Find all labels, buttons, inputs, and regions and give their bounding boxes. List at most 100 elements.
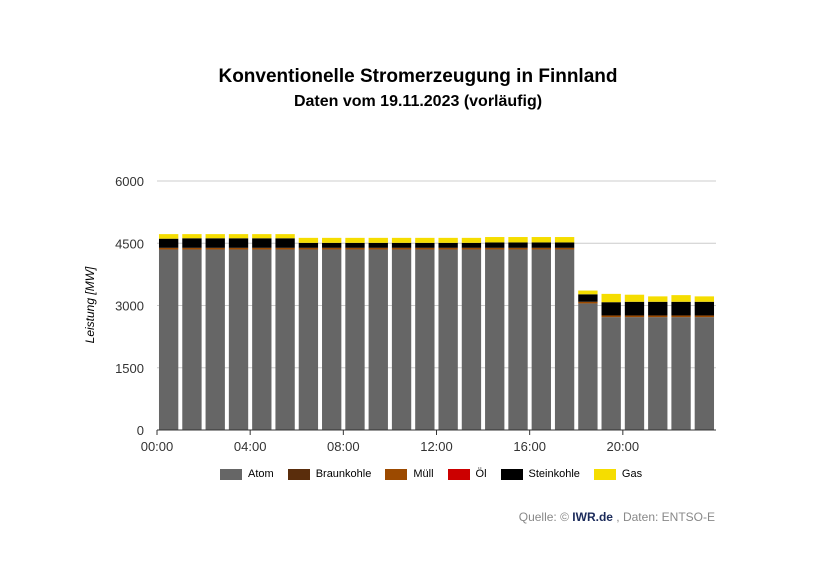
bar-segment-atom [485,249,505,430]
bar-segment-müll [252,247,272,250]
bar-segment-atom [671,317,691,430]
bar-segment-müll [485,247,505,250]
legend-swatch [500,468,523,480]
bar-segment-gas [438,237,458,243]
source-note: Quelle: © IWR.de , Daten: ENTSO-E [519,510,715,524]
legend: Atom Braunkohle Müll Öl Steinkohle Gas [220,468,656,480]
chart-title: Konventionelle Stromerzeugung in Finnlan… [218,66,618,87]
bar-segment-atom [624,317,645,430]
bar-segment-steinkohle [391,242,412,248]
bar-segment-atom [298,249,319,430]
bar-segment-müll [601,315,621,318]
bar-segment-müll [298,247,319,250]
x-tick-label: 12:00 [420,439,453,454]
legend-swatch [593,468,616,480]
bar-segment-steinkohle [648,301,668,316]
bar-segment-gas [368,237,388,243]
legend-item-gas[interactable]: Gas [593,468,642,480]
bar-segment-atom [205,249,225,430]
bar-segment-gas [601,293,621,303]
bar-segment-gas [648,296,668,302]
legend-label: Öl [475,468,487,480]
bar-segment-atom [554,249,575,430]
bar-segment-atom [228,249,249,430]
bar-segment-steinkohle [531,242,551,248]
bar-segment-steinkohle [368,242,388,248]
bar-segment-atom [182,249,202,430]
bar-segment-gas [345,237,365,243]
bar-segment-gas [554,237,575,243]
bar-segment-steinkohle [508,242,528,248]
bar-segment-müll [391,247,412,250]
legend-item-steinkohle[interactable]: Steinkohle [500,468,580,480]
legend-swatch [287,468,310,480]
bar-segment-gas [671,295,691,302]
bar-segment-steinkohle [694,301,715,316]
bar-segment-steinkohle [275,238,295,248]
bar-segment-steinkohle [578,294,598,302]
bar-segment-steinkohle [554,242,575,248]
bar-segment-atom [531,249,551,430]
source-brand-link[interactable]: IWR.de [572,510,613,524]
source-suffix: , Daten: ENTSO-E [616,510,715,524]
bar-segment-müll [578,301,598,304]
bar-segment-müll [228,247,249,250]
bar-segment-atom [438,249,458,430]
legend-swatch [385,468,408,480]
source-prefix: Quelle: © [518,510,569,524]
bar-segment-steinkohle [601,302,621,316]
bar-segment-gas [228,234,249,239]
bar-segment-atom [322,249,342,430]
legend-swatch [447,468,470,480]
legend-item-müll[interactable]: Müll [385,468,434,480]
bar-segment-müll [624,315,645,318]
bar-segment-müll [671,315,691,318]
bar-segment-müll [461,247,482,250]
bar-segment-gas [694,296,715,302]
legend-item-braunkohle[interactable]: Braunkohle [287,468,371,480]
bar-segment-steinkohle [461,242,482,248]
y-tick-label: 6000 [115,174,144,189]
bar-segment-steinkohle [438,242,458,248]
grid-lines [157,180,716,369]
bar-segment-steinkohle [298,242,319,248]
bar-segment-atom [158,249,179,430]
bar-segment-müll [275,247,295,250]
bar-segment-gas [531,237,551,243]
bar-segment-gas [182,234,202,239]
x-tick-label: 04:00 [234,439,267,454]
bar-segment-müll [368,247,388,250]
bar-segment-steinkohle [182,238,202,248]
bar-segment-gas [485,237,505,243]
bar-segment-steinkohle [345,242,365,248]
legend-label: Steinkohle [528,468,580,480]
bar-segment-müll [694,315,715,318]
bar-segment-gas [252,234,272,239]
bars [158,234,715,430]
bar-segment-müll [554,247,575,250]
bar-segment-atom [415,249,435,430]
bar-segment-atom [648,317,668,430]
bar-segment-atom [275,249,295,430]
legend-swatch [220,468,242,480]
legend-item-atom[interactable]: Atom [220,468,274,480]
bar-segment-atom [252,249,272,430]
bar-segment-müll [438,247,458,250]
bar-segment-müll [158,247,179,250]
bar-segment-atom [578,303,598,430]
y-tick-label: 1500 [115,361,144,376]
bar-segment-gas [461,237,482,243]
legend-item-öl[interactable]: Öl [447,468,487,480]
x-axis-ticks: 00:00 04:00 08:00 12:00 16:00 20:00 [141,430,639,454]
chart-subtitle: Daten vom 19.11.2023 (vorläufig) [293,93,543,110]
bar-segment-müll [648,315,668,318]
bar-segment-müll [205,247,225,250]
bar-segment-gas [322,237,342,243]
x-tick-label: 08:00 [327,439,360,454]
bar-segment-steinkohle [252,238,272,248]
bar-segment-gas [158,234,179,239]
bar-segment-steinkohle [671,301,691,316]
legend-label: Müll [413,468,434,480]
x-tick-label: 20:00 [607,439,640,454]
